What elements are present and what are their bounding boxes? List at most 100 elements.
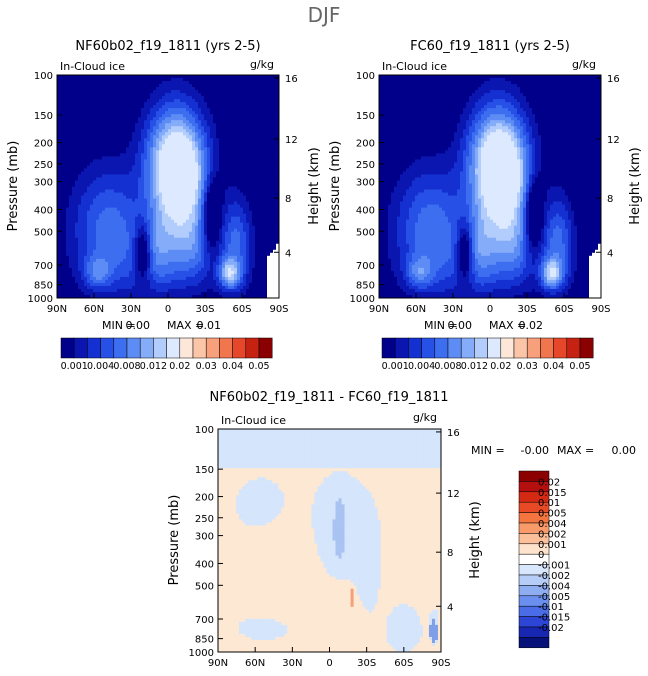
contour-cell [84,162,88,166]
contour-cell [216,210,220,215]
contour-cell [231,231,235,236]
contour-cell [114,114,118,118]
contour-cell [243,186,247,191]
contour-cell [96,174,100,179]
contour-cell [210,174,214,179]
contour-cell [63,270,67,275]
contour-cell [183,159,187,163]
contour-cell [165,231,169,236]
contour-cell [69,261,73,266]
contour-cell [69,78,73,82]
contour-cell [132,183,136,188]
contour-cell [165,135,169,139]
contour-cell [87,267,91,272]
contour-cell [189,282,193,287]
contour-cell [198,156,202,160]
contour-cell [213,198,217,203]
contour-cell [189,267,193,272]
contour-cell [102,183,106,188]
contour-cell [141,204,145,209]
contour-cell [228,261,232,266]
contour-cell [105,81,109,85]
contour-cell [135,228,139,233]
contour-cell [162,222,166,227]
contour-cell [159,180,163,185]
contour-cell [87,183,91,188]
contour-cell [72,168,76,173]
contour-cell [102,240,106,245]
contour-cell [228,246,232,251]
contour-cell [117,177,121,182]
contour-cell [252,189,256,194]
contour-cell [138,111,142,115]
contour-cell [150,138,154,142]
contour-cell [183,246,187,251]
contour-cell [93,195,97,200]
contour-cell [114,189,118,194]
contour-cell [219,117,223,121]
contour-cell [90,132,94,136]
contour-cell [249,147,253,151]
contour-cell [99,75,103,79]
contour-cell [120,153,124,157]
contour-cell [246,126,250,130]
contour-cell [180,213,184,218]
contour-cell [72,288,76,293]
contour-cell [159,171,163,176]
contour-cell [222,126,226,130]
contour-cell [66,141,70,145]
contour-cell [135,141,139,145]
contour-cell [81,87,85,91]
contour-cell [222,279,226,284]
contour-cell [75,210,79,215]
contour-cell [126,135,130,139]
contour-cell [207,138,211,142]
contour-cell [159,183,163,188]
contour-cell [204,249,208,254]
contour-cell [66,111,70,115]
contour-cell [219,81,223,85]
contour-cell [93,192,97,197]
contour-cell [249,189,253,194]
contour-cell [246,204,250,209]
contour-cell [243,78,247,82]
contour-cell [171,84,175,88]
contour-cell [231,198,235,203]
contour-cell [222,198,226,203]
contour-cell [147,219,151,224]
contour-cell [204,207,208,212]
contour-cell [171,204,175,209]
contour-cell [96,237,100,242]
contour-cell [84,255,88,260]
contour-cell [186,162,190,166]
contour-cell [177,183,181,188]
contour-cell [117,222,121,227]
contour-cell [195,210,199,215]
contour-cell [147,114,151,118]
contour-cell [189,84,193,88]
contour-cell [201,87,205,91]
contour-cell [186,81,190,85]
contour-cell [108,81,112,85]
contour-cell [183,222,187,227]
contour-cell [159,129,163,133]
contour-cell [132,84,136,88]
contour-cell [120,123,124,127]
contour-cell [168,105,172,109]
contour-cell [81,249,85,254]
contour-cell [81,138,85,142]
contour-cell [198,183,202,188]
contour-cell [192,114,196,118]
contour-cell [234,180,238,185]
contour-cell [192,177,196,182]
contour-cell [96,219,100,224]
contour-cell [96,204,100,209]
contour-cell [213,231,217,236]
contour-cell [168,285,172,290]
contour-cell [213,216,217,221]
contour-cell [240,99,244,103]
contour-cell [240,249,244,254]
contour-cell [204,243,208,248]
contour-cell [129,213,133,218]
contour-cell [123,99,127,103]
